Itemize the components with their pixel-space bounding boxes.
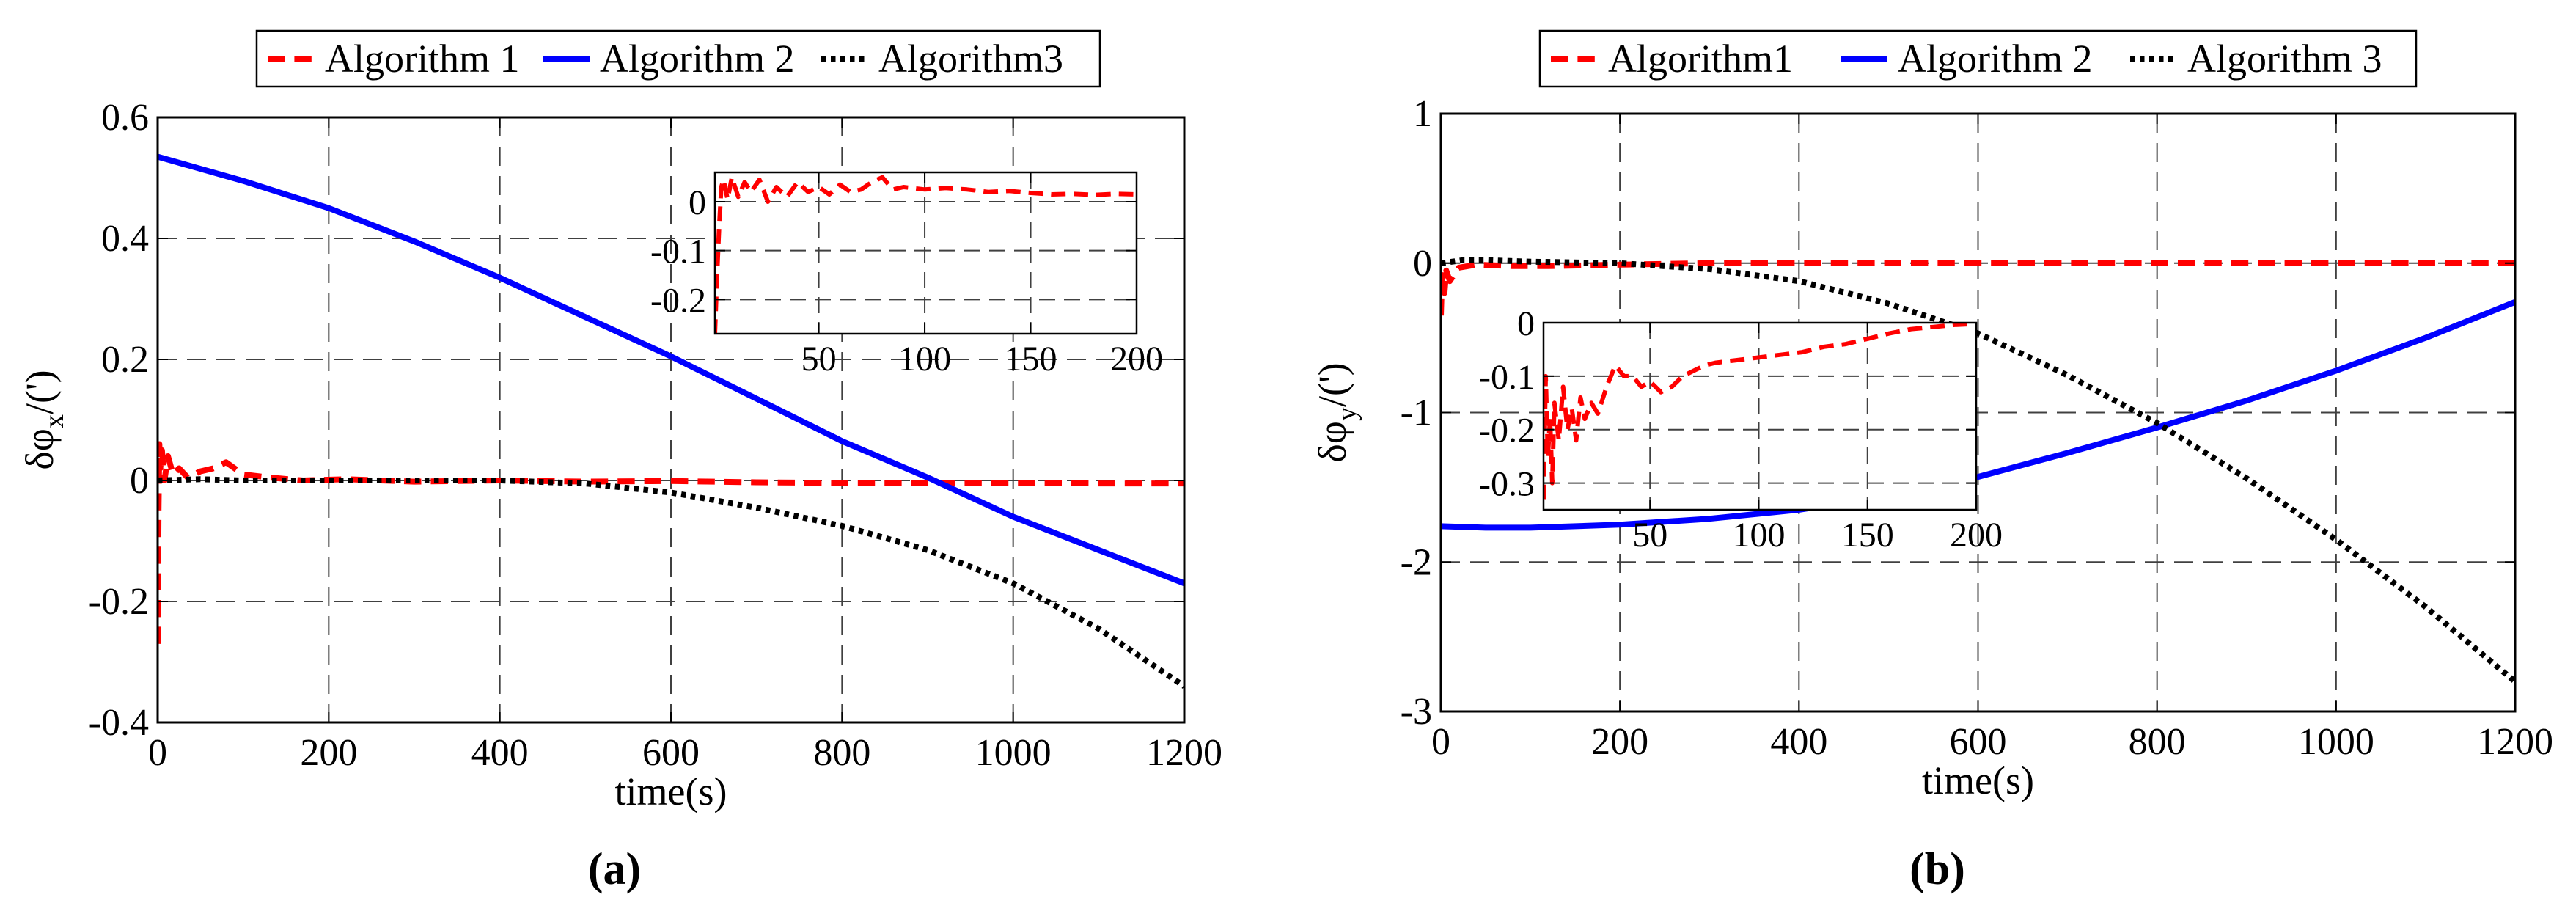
chart-a-inset-frame <box>713 171 1138 335</box>
chart-b-series-0-line <box>1441 260 2515 316</box>
chart-a-xtick-label-6: 1200 <box>1146 732 1222 774</box>
chart-b-xtick-label-1: 200 <box>1591 721 1648 763</box>
chart-b-ylabel-tail: /(') <box>1310 362 1354 407</box>
chart-a-series-1-line <box>158 153 1184 587</box>
chart-a-inset-ytick-label-2: -0.2 <box>650 281 706 320</box>
chart-a-ylabel: δφx/(') <box>18 370 70 469</box>
chart-b-inset-plot-area <box>1544 323 1976 510</box>
chart-a-legend-label-2: Algorithm3 <box>878 37 1063 81</box>
chart-b-legend-label-2: Algorithm 3 <box>2187 37 2382 81</box>
chart-a-inset-plot-area <box>715 172 1137 334</box>
chart-b-xtick-label-5: 1000 <box>2298 721 2374 763</box>
chart-a: 0 200 400 600 800 1000 1200-0.4-0.200.20.40.65… <box>18 29 1222 813</box>
chart-a-ytick-label-1: -0.2 <box>89 581 149 623</box>
chart-a-legend-box <box>255 29 1101 88</box>
chart-b-ylabel: δφy/(') <box>1310 362 1362 462</box>
chart-b-inset-series-0-line <box>1544 323 1976 500</box>
chart-b-ylabel-main: δφ <box>1310 421 1354 463</box>
chart-b-xtick-label-6: 1200 <box>2477 721 2553 763</box>
chart-b-series-2-line <box>1441 257 2515 684</box>
chart-a-ylabel-tail: /(') <box>18 370 62 414</box>
chart-b-inset-frame <box>1542 321 1978 511</box>
chart-b-inset-ytick-label-0: 0 <box>1517 304 1535 343</box>
chart-a-ytick-label-3: 0.2 <box>101 339 149 381</box>
chart-b-xtick-label-0: 0 <box>1431 721 1450 763</box>
chart-a-xlabel: time(s) <box>615 769 727 813</box>
chart-b-legend-label-0: Algorithm1 <box>1608 37 1793 81</box>
chart-b-inset-ytick-label-3: -0.3 <box>1479 465 1535 504</box>
chart-b-xlabel: time(s) <box>1922 758 2034 802</box>
chart-b-ytick-label-1: -2 <box>1401 541 1432 583</box>
chart-a-xtick-label-1: 200 <box>300 732 357 774</box>
chart-a-xtick-label-5: 1000 <box>975 732 1052 774</box>
chart-a-inset: 50 100 150 200 0 -0.1 -0.2 <box>650 171 1163 378</box>
chart-b-ylabel-sub: y <box>1332 407 1362 421</box>
chart-a-inset-xtick-label-0: 50 <box>801 340 837 378</box>
chart-b-inset-xtick-label-0: 50 <box>1632 516 1667 555</box>
chart-b-inset-xtick-label-1: 100 <box>1733 516 1786 555</box>
chart-b-legend: Algorithm1 Algorithm 2 Algorithm 3 <box>1538 29 2418 88</box>
chart-b-inset-ytick-label-1: -0.1 <box>1479 358 1535 397</box>
chart-b-inset-xtick-label-2: 150 <box>1841 516 1894 555</box>
chart-b-legend-label-1: Algorithm 2 <box>1898 37 2093 81</box>
chart-b-xtick-label-4: 800 <box>2129 721 2186 763</box>
chart-b-xtick-label-2: 400 <box>1770 721 1827 763</box>
chart-b-xtick-label-3: 600 <box>1950 721 2007 763</box>
chart-a-inset-xtick-label-3: 200 <box>1110 340 1163 378</box>
chart-a-series-0-line <box>158 441 1184 644</box>
chart-b-inset: 50 100 150 200 0 -0.1 -0.2 -0.3 <box>1479 304 2003 555</box>
chart-b-legend-box <box>1538 29 2418 88</box>
chart-a-xtick-label-4: 800 <box>813 732 870 774</box>
chart-a-legend: Algorithm 1 Algorithm 2 Algorithm3 <box>255 29 1101 88</box>
chart-a-ylabel-sub: x <box>39 414 70 428</box>
chart-a-ytick-label-5: 0.6 <box>101 97 149 139</box>
chart-a-ytick-label-4: 0.4 <box>101 218 149 260</box>
chart-a-inset-ytick-label-1: -0.1 <box>650 233 706 271</box>
chart-a-inset-xtick-label-2: 150 <box>1005 340 1057 378</box>
panel-label-a: (a) <box>588 844 641 894</box>
chart-b-inset-xtick-label-3: 200 <box>1950 516 2003 555</box>
chart-b-ytick-label-3: 0 <box>1413 243 1432 285</box>
chart-a-xtick-label-3: 600 <box>642 732 700 774</box>
chart-a-series-2-line <box>158 476 1184 689</box>
chart-a-xtick-label-2: 400 <box>471 732 529 774</box>
chart-b-ytick-label-4: 1 <box>1413 93 1432 135</box>
chart-a-legend-label-0: Algorithm 1 <box>325 37 520 81</box>
chart-a-legend-label-1: Algorithm 2 <box>600 37 795 81</box>
chart-b-ytick-label-0: -3 <box>1401 691 1432 733</box>
chart-a-ytick-label-0: -0.4 <box>89 702 149 744</box>
chart-a-ytick-label-2: 0 <box>130 460 149 502</box>
chart-a-inset-ytick-label-0: 0 <box>689 183 706 222</box>
chart-a-xtick-label-0: 0 <box>148 732 167 774</box>
panel-label-b: (b) <box>1909 844 1965 894</box>
chart-a-inset-series-0-line <box>715 175 1137 334</box>
chart-b-inset-ytick-label-2: -0.2 <box>1479 411 1535 450</box>
chart-a-ylabel-main: δφ <box>18 428 62 470</box>
chart-a-inset-xtick-label-1: 100 <box>898 340 951 378</box>
chart-b-ytick-label-2: -1 <box>1401 392 1432 434</box>
